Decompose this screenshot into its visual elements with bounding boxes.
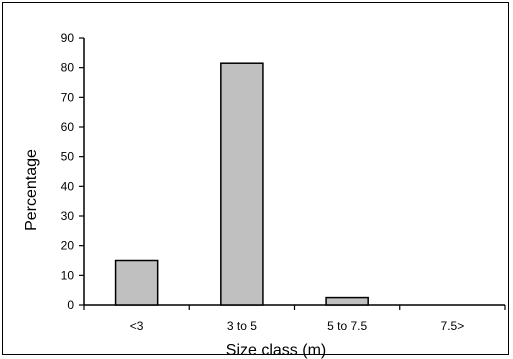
y-axis: 0 10 20 30 40 50 60 70 80 90 [61, 31, 85, 312]
x-tick-label: 5 to 7.5 [327, 319, 367, 333]
y-tick-label: 60 [61, 120, 75, 134]
y-tick-label: 0 [67, 298, 74, 312]
y-tick-label: 90 [61, 31, 75, 45]
bar [325, 296, 369, 306]
y-tick-label: 20 [61, 239, 75, 253]
x-tick-label: 7.5> [441, 319, 465, 333]
y-tick-label: 70 [61, 90, 75, 104]
bars [114, 62, 369, 306]
y-tick-label: 10 [61, 268, 75, 282]
y-tick-label: 80 [61, 61, 75, 75]
bar [220, 62, 264, 306]
y-axis-title: Percentage [23, 149, 40, 231]
chart-frame [2, 2, 509, 355]
x-axis: <3 3 to 5 5 to 7.5 7.5> [83, 304, 506, 333]
y-tick-label: 30 [61, 209, 75, 223]
y-tick-label: 50 [61, 150, 75, 164]
x-axis-title: Size class (m) [226, 342, 326, 359]
bar [114, 259, 159, 306]
x-tick-label: 3 to 5 [227, 319, 257, 333]
y-tick-label: 40 [61, 179, 75, 193]
x-tick-label: <3 [130, 319, 144, 333]
